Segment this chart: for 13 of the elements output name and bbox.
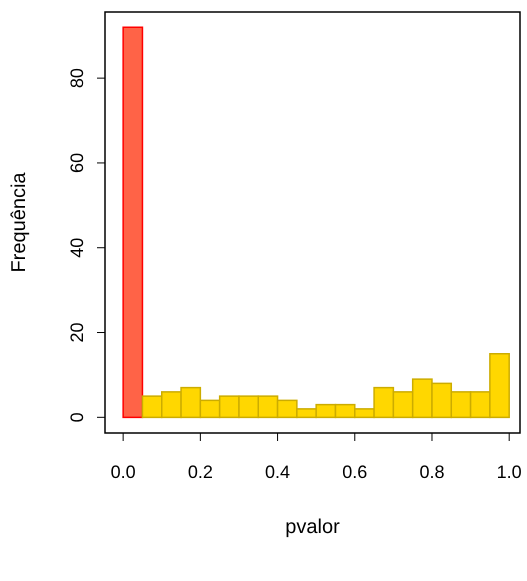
y-tick-label: 40 <box>67 238 87 258</box>
x-tick-label: 0.6 <box>342 462 368 482</box>
x-axis-title: pvalor <box>285 516 340 538</box>
y-tick-label: 60 <box>67 152 87 173</box>
x-tick-label: 0.8 <box>419 462 444 482</box>
y-tick-label: 0 <box>67 412 87 422</box>
y-tick-label: 20 <box>67 322 87 343</box>
x-tick-label: 0.4 <box>265 462 290 482</box>
x-tick-label: 1.0 <box>496 462 522 482</box>
x-tick-label: 0.0 <box>110 462 136 482</box>
y-axis-title: Frequência <box>8 172 30 273</box>
y-tick-label: 80 <box>67 68 87 88</box>
x-tick-label: 0.2 <box>188 462 213 482</box>
